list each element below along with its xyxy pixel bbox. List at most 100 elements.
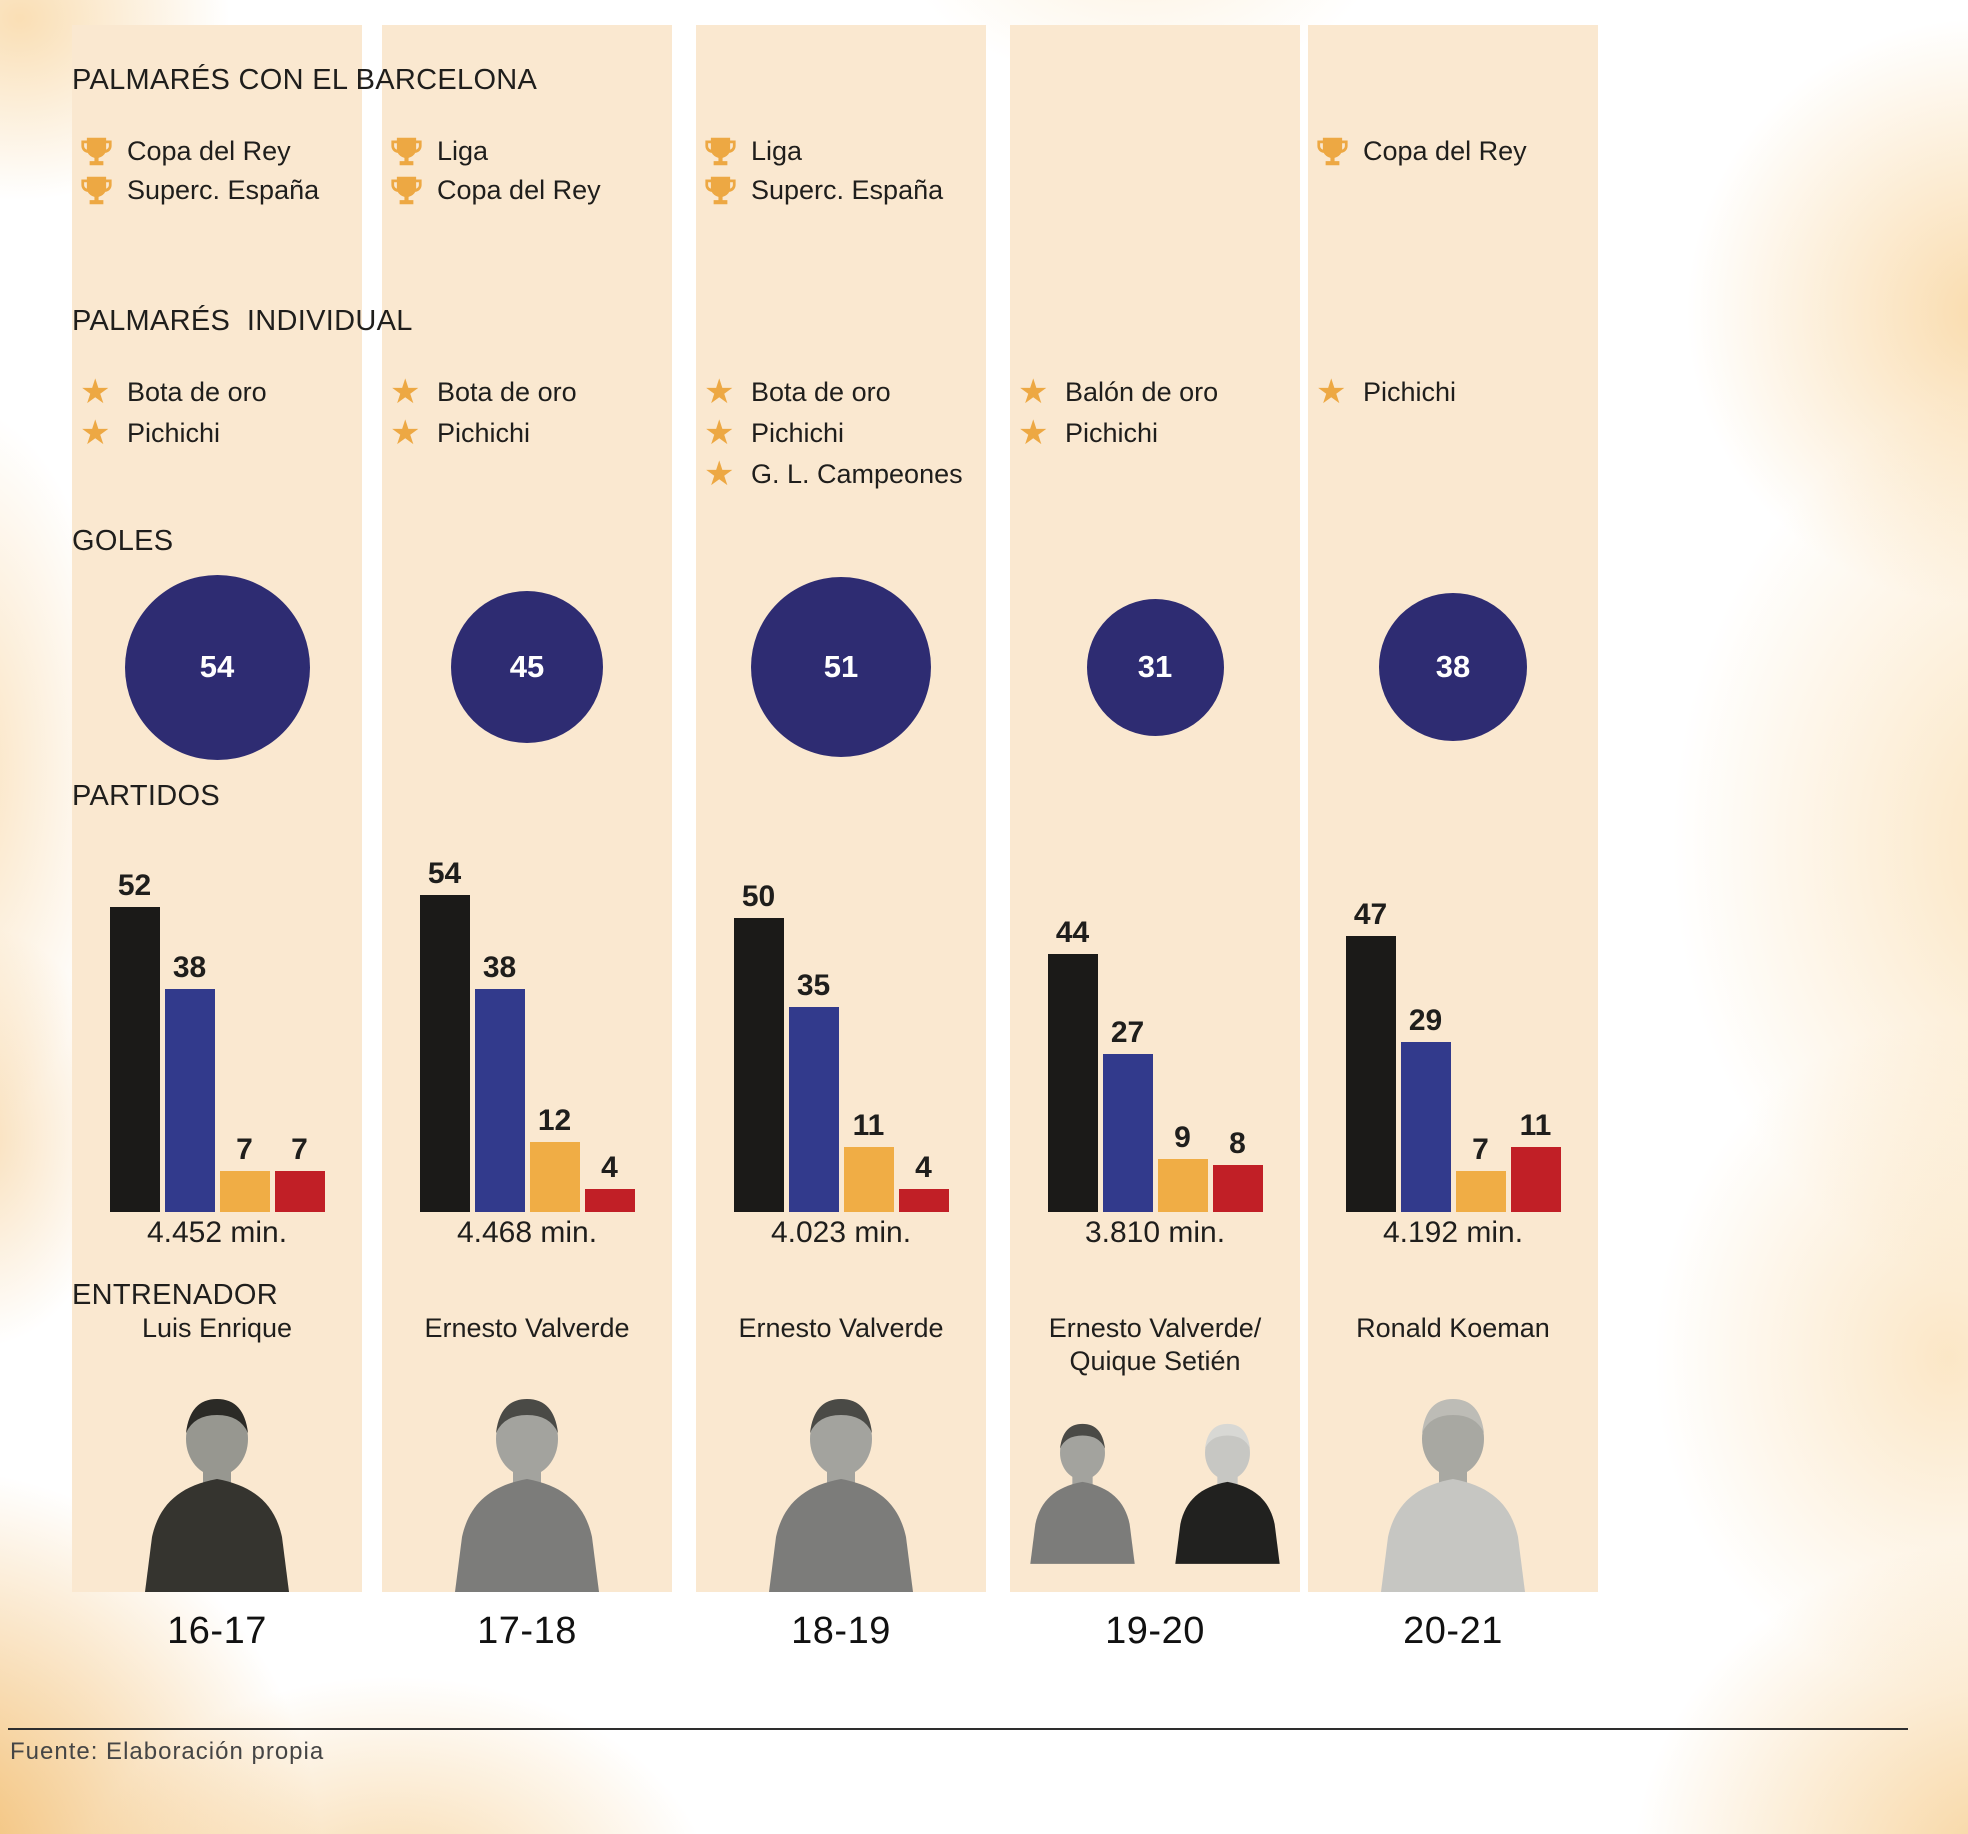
bar-value-label: 12 bbox=[537, 1104, 572, 1137]
bar-value-label: 38 bbox=[172, 951, 207, 984]
coach-portrait-graphic bbox=[145, 1399, 289, 1592]
trophy-label: Copa del Rey bbox=[437, 175, 601, 205]
individual-award-row: ★ G. L. Campeones bbox=[696, 454, 986, 495]
club-trophy-list: Liga Superc. España bbox=[696, 132, 986, 210]
bar-group: 11 bbox=[843, 1109, 894, 1212]
club-trophy-row: Liga bbox=[382, 132, 672, 171]
bar-value-label: 38 bbox=[482, 951, 517, 984]
coach-photo bbox=[382, 1382, 672, 1592]
bar-group: 38 bbox=[164, 951, 215, 1212]
bar-value-label: 44 bbox=[1055, 916, 1090, 949]
individual-award-list: ★ Pichichi bbox=[1308, 372, 1598, 413]
goals-circle: 45 bbox=[451, 591, 603, 743]
individual-award-list: ★ Balón de oro ★ Pichichi bbox=[1010, 372, 1300, 454]
goals-circle: 54 bbox=[124, 574, 310, 760]
season-label: 20-21 bbox=[1403, 1610, 1503, 1652]
bar bbox=[1510, 1147, 1561, 1212]
season-card-17-18: Liga Copa del Rey ★ Bota de oro ★ Pichichi 45 5… bbox=[382, 25, 672, 1652]
season-label: 16-17 bbox=[167, 1610, 267, 1652]
individual-award-row: ★ Bota de oro bbox=[72, 372, 362, 413]
season-label: 18-19 bbox=[791, 1610, 891, 1652]
bar-group: 7 bbox=[1455, 1133, 1506, 1212]
star-icon: ★ bbox=[704, 413, 735, 453]
trophy-label: Liga bbox=[751, 136, 803, 166]
coach-name: Ernesto Valverde bbox=[696, 1312, 986, 1345]
star-icon: ★ bbox=[1316, 372, 1347, 412]
minutes-label: 4.023 min. bbox=[770, 1216, 912, 1249]
bar-value-label: 8 bbox=[1229, 1127, 1246, 1160]
partidos-bar-chart: 47 29 7 11 bbox=[1308, 812, 1598, 1212]
source-note: Fuente: Elaboración propia bbox=[10, 1738, 325, 1765]
trophy-label: Superc. España bbox=[751, 175, 944, 205]
partidos-bar-chart: 44 27 9 8 bbox=[1010, 812, 1300, 1212]
bar-group: 8 bbox=[1212, 1127, 1263, 1212]
bar-group: 29 bbox=[1400, 1004, 1451, 1212]
bar-group: 9 bbox=[1157, 1121, 1208, 1212]
trophy-icon bbox=[391, 137, 422, 166]
bar-value-label: 4 bbox=[915, 1151, 932, 1184]
bar-value-label: 9 bbox=[1174, 1121, 1191, 1154]
bar-group: 4 bbox=[898, 1151, 949, 1212]
award-label: Bota de oro bbox=[751, 377, 891, 407]
individual-award-row: ★ Bota de oro bbox=[696, 372, 986, 413]
club-trophy-row: Copa del Rey bbox=[1308, 132, 1598, 171]
bar-value-label: 7 bbox=[1472, 1133, 1489, 1166]
minutes-label: 4.452 min. bbox=[146, 1216, 288, 1249]
bar bbox=[843, 1147, 894, 1212]
section-title-palmares-individual: PALMARÉS INDIVIDUAL bbox=[72, 305, 413, 337]
bar-group: 52 bbox=[109, 869, 160, 1212]
bar-group: 50 bbox=[733, 880, 784, 1212]
coach-name-line: Ernesto Valverde/ bbox=[1048, 1313, 1262, 1343]
bar bbox=[164, 989, 215, 1212]
coach-photo bbox=[72, 1382, 362, 1592]
coach-name: Ernesto Valverde/Quique Setién bbox=[1010, 1312, 1300, 1378]
star-icon: ★ bbox=[80, 413, 111, 453]
club-trophy-row: Copa del Rey bbox=[72, 132, 362, 171]
bar-value-label: 54 bbox=[427, 857, 462, 890]
bar-group: 44 bbox=[1047, 916, 1098, 1212]
star-icon: ★ bbox=[704, 372, 735, 412]
individual-award-row: ★ Pichichi bbox=[696, 413, 986, 454]
partidos-bar-chart: 54 38 12 4 bbox=[382, 812, 672, 1212]
partidos-bar-chart: 52 38 7 7 bbox=[72, 812, 362, 1212]
coach-portrait-graphic bbox=[455, 1399, 599, 1592]
bar bbox=[219, 1171, 270, 1212]
bar bbox=[733, 918, 784, 1212]
trophy-label: Copa del Rey bbox=[127, 136, 291, 166]
trophy-label: Superc. España bbox=[127, 175, 320, 205]
individual-award-row: ★ Balón de oro bbox=[1010, 372, 1300, 413]
club-trophy-list: Liga Copa del Rey bbox=[382, 132, 672, 210]
bar-group: 7 bbox=[219, 1133, 270, 1212]
bar-group: 12 bbox=[529, 1104, 580, 1212]
coach-name-line: Ronald Koeman bbox=[1356, 1313, 1550, 1343]
individual-award-row: ★ Pichichi bbox=[1308, 372, 1598, 413]
coach-photo bbox=[696, 1382, 986, 1592]
coach-name-line: Luis Enrique bbox=[141, 1313, 293, 1343]
section-title-partidos: PARTIDOS bbox=[72, 780, 220, 812]
bar-value-label: 50 bbox=[741, 880, 776, 913]
section-title-palmares-club: PALMARÉS CON EL BARCELONA bbox=[72, 64, 538, 96]
club-trophy-list: Copa del Rey bbox=[1308, 132, 1598, 171]
trophy-icon bbox=[705, 176, 736, 205]
individual-award-list: ★ Bota de oro ★ Pichichi bbox=[72, 372, 362, 454]
bar-value-label: 11 bbox=[1519, 1109, 1552, 1142]
star-icon: ★ bbox=[80, 372, 111, 412]
coach-portrait-graphic bbox=[1175, 1423, 1280, 1564]
season-card-19-20: ★ Balón de oro ★ Pichichi 31 44 27 9 8 3.810 min.… bbox=[1010, 25, 1300, 1652]
bar bbox=[1157, 1159, 1208, 1212]
bar-value-label: 29 bbox=[1408, 1004, 1443, 1037]
bar bbox=[1400, 1042, 1451, 1212]
star-icon: ★ bbox=[704, 454, 735, 494]
bar-group: 54 bbox=[419, 857, 470, 1212]
bar-group: 4 bbox=[584, 1151, 635, 1212]
bar bbox=[1102, 1054, 1153, 1212]
bar-group: 35 bbox=[788, 969, 839, 1212]
goals-circle: 38 bbox=[1379, 593, 1527, 741]
bar-value-label: 7 bbox=[291, 1133, 308, 1166]
trophy-label: Copa del Rey bbox=[1363, 136, 1527, 166]
coach-portrait-graphic bbox=[1381, 1399, 1525, 1592]
coach-photo bbox=[1308, 1382, 1598, 1592]
bar-group: 47 bbox=[1345, 898, 1396, 1212]
star-icon: ★ bbox=[1018, 372, 1049, 412]
minutes-label: 3.810 min. bbox=[1084, 1216, 1226, 1249]
